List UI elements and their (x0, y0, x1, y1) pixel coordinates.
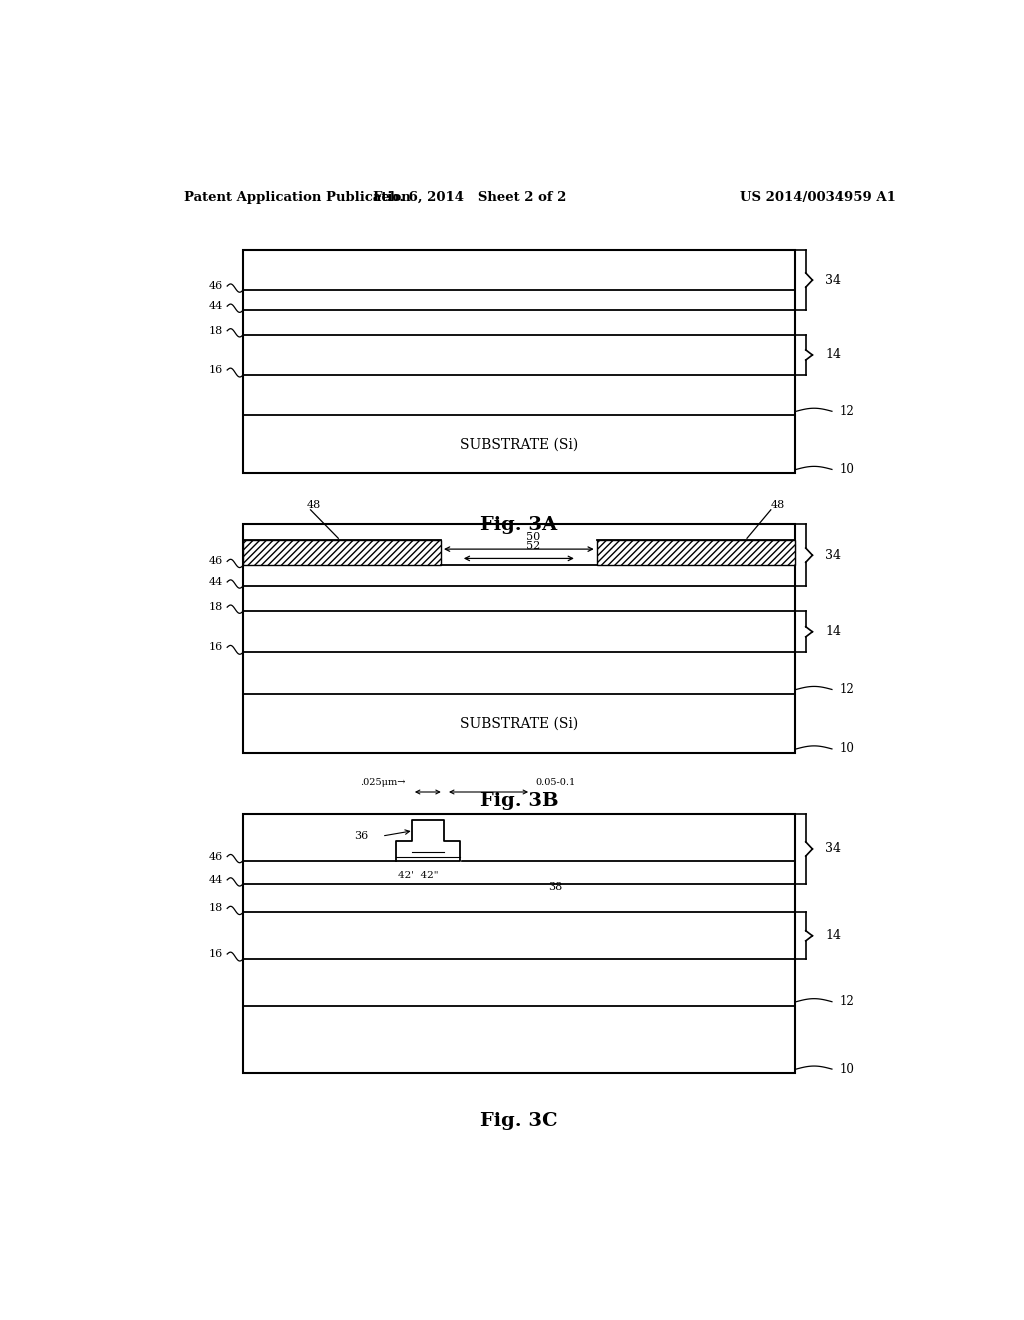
Text: 46: 46 (209, 557, 223, 566)
Text: 14: 14 (825, 929, 841, 942)
Text: 14: 14 (825, 626, 841, 639)
Text: .025μm→: .025μm→ (360, 777, 406, 787)
Text: Feb. 6, 2014   Sheet 2 of 2: Feb. 6, 2014 Sheet 2 of 2 (373, 190, 566, 203)
Bar (597, 540, 795, 565)
Text: 38: 38 (548, 882, 562, 891)
Text: 34: 34 (825, 842, 841, 855)
Text: Patent Application Publication: Patent Application Publication (183, 190, 411, 203)
Text: 10: 10 (840, 463, 855, 477)
Text: 14: 14 (825, 348, 841, 362)
Text: Fig. 3C: Fig. 3C (480, 1111, 558, 1130)
Text: US 2014/0034959 A1: US 2014/0034959 A1 (740, 190, 896, 203)
Text: 12: 12 (840, 995, 855, 1008)
Text: 16: 16 (209, 366, 223, 375)
Polygon shape (396, 821, 460, 861)
Text: 44: 44 (209, 577, 223, 587)
Text: 48: 48 (771, 500, 785, 510)
Text: 18: 18 (209, 602, 223, 612)
Text: 44: 44 (209, 301, 223, 312)
Text: Fig. 3B: Fig. 3B (479, 792, 558, 809)
Text: 36: 36 (354, 832, 369, 841)
Bar (243, 814, 795, 1073)
Text: 46: 46 (209, 851, 223, 862)
Text: 16: 16 (209, 643, 223, 652)
Text: 46: 46 (209, 281, 223, 290)
Text: 34: 34 (825, 273, 841, 286)
Text: 16: 16 (209, 949, 223, 960)
Bar (243, 524, 795, 752)
Text: 44: 44 (209, 875, 223, 884)
Text: 50: 50 (526, 532, 541, 543)
Text: SUBSTRATE (Si): SUBSTRATE (Si) (460, 437, 578, 451)
Bar (243, 249, 795, 474)
Text: 52: 52 (526, 541, 541, 552)
Bar (243, 540, 441, 565)
Text: 40: 40 (432, 824, 446, 834)
Text: 18: 18 (209, 903, 223, 913)
Text: 18: 18 (209, 326, 223, 335)
Text: 42'  42": 42' 42" (397, 871, 438, 880)
Text: Fig. 3A: Fig. 3A (480, 516, 557, 535)
Text: 10: 10 (840, 1063, 855, 1076)
Text: 12: 12 (840, 405, 855, 418)
Text: 12: 12 (840, 682, 855, 696)
Text: 34: 34 (825, 549, 841, 562)
Text: 10: 10 (840, 742, 855, 755)
Text: 48: 48 (306, 500, 321, 510)
Text: 0.05-0.1: 0.05-0.1 (535, 777, 575, 787)
Text: SUBSTRATE (Si): SUBSTRATE (Si) (460, 717, 578, 730)
